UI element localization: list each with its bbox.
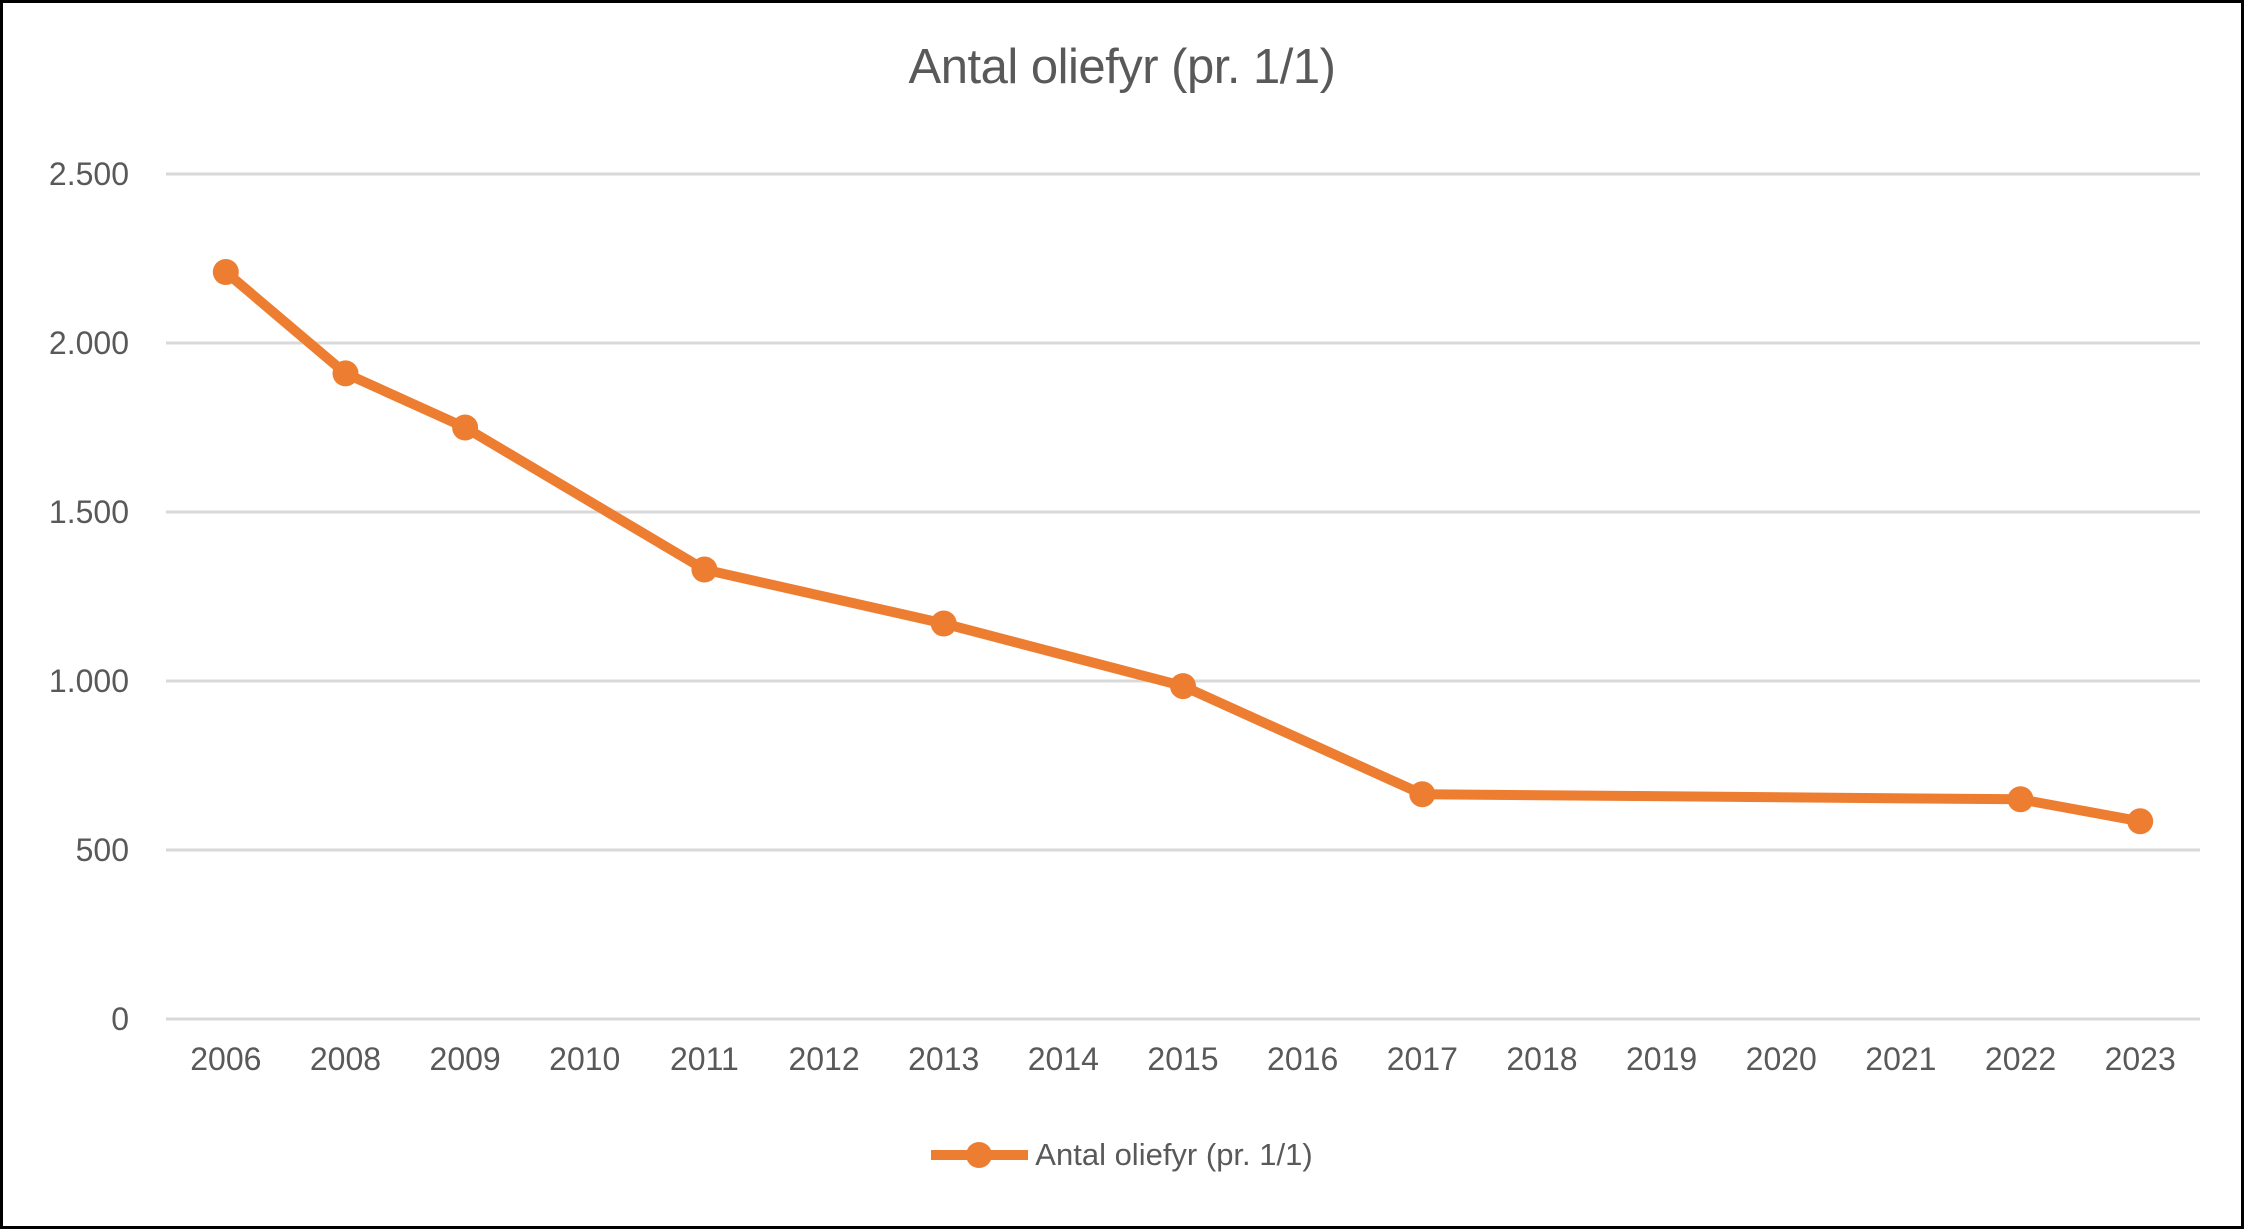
x-tick-label: 2015 [1147, 1041, 1219, 1077]
x-tick-label: 2013 [908, 1041, 980, 1077]
data-point-marker [2007, 786, 2034, 813]
data-point-marker [1170, 673, 1196, 700]
y-tick-label: 2.000 [48, 325, 129, 361]
data-point-marker [1409, 781, 1436, 808]
x-tick-label: 2010 [549, 1041, 621, 1077]
x-tick-label: 2016 [1267, 1041, 1339, 1077]
y-tick-label: 0 [111, 1001, 129, 1037]
data-point-marker [332, 360, 359, 387]
data-point-marker [212, 259, 239, 285]
x-tick-label: 2022 [1984, 1041, 2057, 1077]
legend-line-marker-icon [931, 1142, 1029, 1168]
x-tick-label: 2014 [1027, 1041, 1099, 1077]
x-tick-label: 2012 [788, 1041, 860, 1077]
x-tick-label: 2008 [309, 1041, 382, 1077]
x-tick-label: 2017 [1386, 1041, 1458, 1077]
x-tick-label: 2011 [670, 1041, 739, 1077]
x-tick-label: 2006 [190, 1041, 262, 1077]
legend: Antal oliefyr (pr. 1/1) [3, 1135, 2241, 1175]
y-tick-label: 500 [75, 832, 129, 868]
data-point-marker [452, 414, 479, 441]
x-tick-label: 2018 [1506, 1041, 1578, 1077]
legend-label: Antal oliefyr (pr. 1/1) [1035, 1137, 1313, 1172]
y-tick-label: 1.000 [48, 663, 129, 699]
x-tick-label: 2009 [429, 1041, 501, 1077]
data-point-marker [691, 556, 718, 583]
plot-area [166, 172, 2200, 1021]
chart-title: Antal oliefyr (pr. 1/1) [908, 40, 1336, 94]
x-tick-label: 2021 [1865, 1041, 1937, 1077]
x-tick-label: 2023 [2104, 1041, 2176, 1077]
series-line [220, 267, 2146, 827]
data-point-marker [2127, 808, 2154, 835]
y-tick-label: 1.500 [48, 494, 129, 530]
data-point-marker [930, 610, 957, 637]
x-tick-label: 2019 [1625, 1041, 1698, 1077]
y-tick-label: 2.500 [48, 156, 129, 192]
x-tick-label: 2020 [1745, 1041, 1817, 1077]
